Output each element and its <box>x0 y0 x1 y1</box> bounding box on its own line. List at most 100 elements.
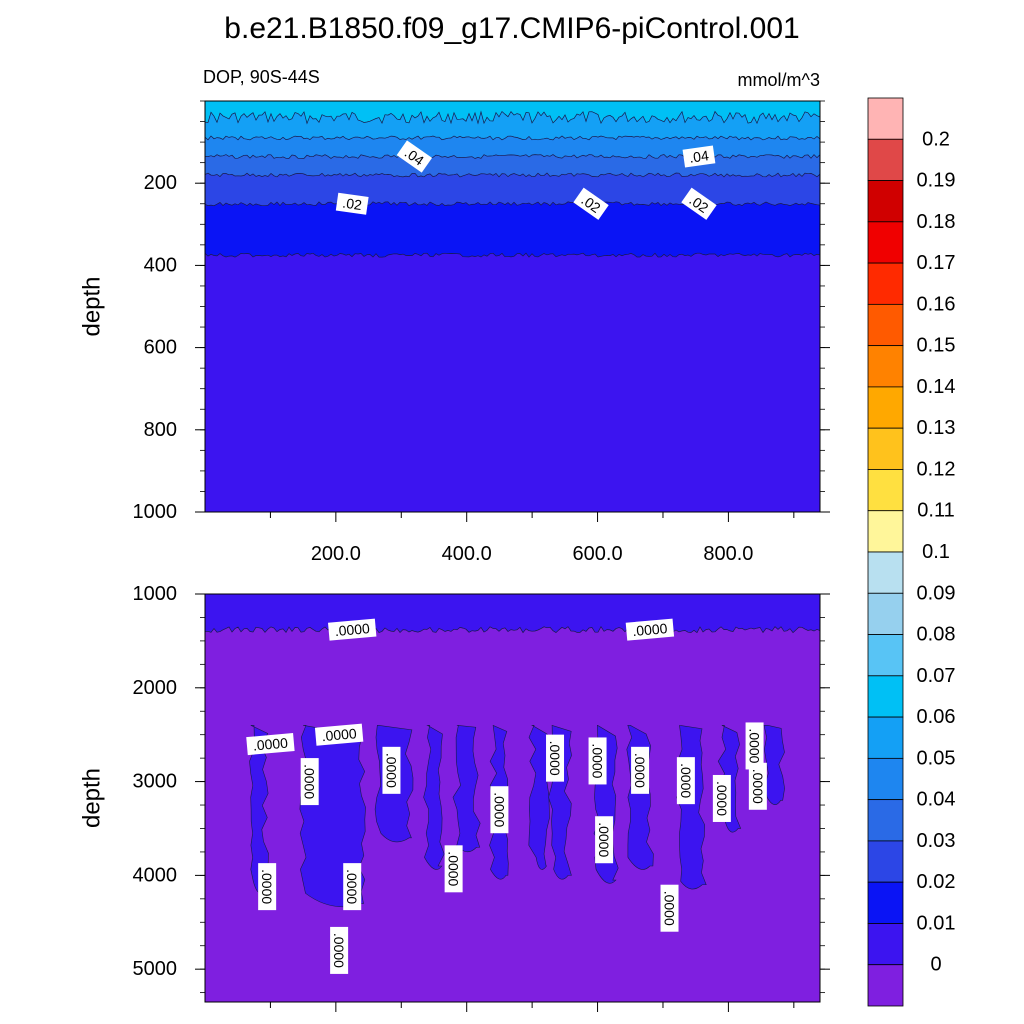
colorbar-swatch <box>867 510 904 553</box>
colorbar-swatch <box>867 345 904 388</box>
colorbar-swatch <box>867 180 904 223</box>
contour-label-text: .02 <box>341 194 363 213</box>
contour-label-text: .0000 <box>596 822 612 857</box>
colorbar-label: 0.09 <box>917 582 956 604</box>
y-tick-label: 200 <box>144 172 177 194</box>
colorbar-label: 0.1 <box>922 541 950 563</box>
colorbar-swatch <box>867 469 904 512</box>
contour-label-text: .0000 <box>632 620 669 639</box>
contour-label: .0000 <box>546 734 565 782</box>
contour-label: .0000 <box>343 863 362 911</box>
lower-plot-area: .0000 .0000 .0000 .0000 .0000 .0000 .0000 .0000… <box>205 594 820 1002</box>
contour-label: .0000 <box>246 733 295 756</box>
contour-label-text: .0000 <box>590 743 606 778</box>
contour-label: .0000 <box>330 926 349 974</box>
colorbar-swatch <box>867 386 904 429</box>
colorbar-label: 0.15 <box>917 335 956 357</box>
colorbar-label: 0 <box>930 954 941 976</box>
y-tick-label: 4000 <box>133 864 178 886</box>
contour-label: .04 <box>682 145 716 168</box>
contour-label-text: .04 <box>688 147 710 166</box>
column-6 <box>528 725 550 870</box>
contour-label: .0000 <box>676 757 695 805</box>
contour-label-text: .0000 <box>259 869 275 904</box>
contour-label: .0000 <box>595 816 614 864</box>
colorbar-swatch <box>867 592 904 635</box>
colorbar-label: 0.13 <box>917 417 956 439</box>
contour-label: .0000 <box>748 762 767 810</box>
colorbar-label: 0.12 <box>917 458 956 480</box>
contour-label: .0000 <box>258 863 277 911</box>
contour-label-text: .0000 <box>747 728 763 763</box>
contour-label: .0000 <box>625 618 675 641</box>
contour-label-text: .0000 <box>344 869 360 904</box>
y-axis-label: depth <box>79 276 106 336</box>
contour-label-text: .0000 <box>714 781 730 816</box>
column-4 <box>452 725 481 853</box>
colorbar-swatch <box>867 97 904 140</box>
contour-label: .0000 <box>660 884 679 932</box>
colorbar-label: 0.03 <box>917 830 956 852</box>
contour-label: .0000 <box>712 774 731 822</box>
contour-label-text: .0000 <box>331 933 347 968</box>
contour-label: .02 <box>335 192 369 215</box>
colorbar-swatch <box>867 675 904 718</box>
y-tick-label: 800 <box>144 419 177 441</box>
colorbar-label: 0.04 <box>917 789 956 811</box>
contour-label-text: .0000 <box>750 769 766 804</box>
contour-label-text: .0000 <box>302 764 318 799</box>
y-tick-label: 5000 <box>133 958 178 980</box>
y-tick-label: 2000 <box>133 677 178 699</box>
upper-plot-area: .04.04.02.02.02 <box>205 101 820 512</box>
colorbar-swatch <box>867 138 904 181</box>
colorbar-label: 0.08 <box>917 624 956 646</box>
contour-label: .0000 <box>314 723 364 746</box>
contour-label-text: .0000 <box>321 725 358 744</box>
y-tick-label: 1000 <box>133 583 178 605</box>
colorbar-label: 0.06 <box>917 706 956 728</box>
contour-label: .0000 <box>300 758 319 806</box>
colorbar-swatch <box>867 799 904 842</box>
subtitle-left: DOP, 90S-44S <box>203 67 320 87</box>
lower-frame <box>204 593 821 1003</box>
colorbar-label: 0.02 <box>917 871 956 893</box>
contour-label: .0000 <box>745 722 764 770</box>
colorbar-label: 0.07 <box>917 665 956 687</box>
colorbar-swatch <box>867 427 904 470</box>
colorbar-swatch <box>867 262 904 305</box>
lower-panel: .0000 .0000 .0000 .0000 .0000 .0000 .0000 .0000… <box>79 583 830 1012</box>
contour-label: .0000 <box>328 618 377 641</box>
colorbar-swatch <box>867 923 904 966</box>
colorbar-swatch <box>867 840 904 883</box>
contour-label-text: .0000 <box>334 620 371 639</box>
colorbar: 0.2 0.19 0.18 0.17 0.16 0.15 0.14 0.13 0.12 0.11 0… <box>867 97 956 1007</box>
column-7 <box>548 725 572 880</box>
colorbar-label: 0.14 <box>917 376 956 398</box>
y-tick-label: 3000 <box>133 771 178 793</box>
colorbar-label: 0.18 <box>917 211 956 233</box>
colorbar-label: 0.11 <box>917 500 954 522</box>
contour-label: .0000 <box>631 746 650 794</box>
contour-label-text: .0000 <box>662 891 678 926</box>
contour-label: .0000 <box>588 737 607 785</box>
contour-label-text: .0000 <box>252 735 289 754</box>
x-tick-label: 200.0 <box>311 543 361 565</box>
colorbar-swatch <box>867 303 904 347</box>
y-tick-label: 1000 <box>133 501 178 523</box>
colorbar-swatch <box>867 551 904 594</box>
contour-label-text: .0000 <box>491 792 507 827</box>
colorbar-swatch <box>867 964 904 1007</box>
contour-label: .0000 <box>490 786 509 834</box>
chart-title: b.e21.B1850.f09_g17.CMIP6-piControl.001 <box>224 12 799 45</box>
contour-label-text: .0000 <box>383 753 399 788</box>
y-axis-label: depth <box>79 768 106 828</box>
colorbar-swatch <box>867 634 904 677</box>
colorbar-label: 0.2 <box>922 128 950 150</box>
column-3 <box>423 725 445 870</box>
x-tick-label: 800.0 <box>703 543 753 565</box>
contour-label-text: .0000 <box>547 741 563 776</box>
colorbar-swatch <box>867 757 904 801</box>
colorbar-label: 0.05 <box>917 747 956 769</box>
contour-label-text: .0000 <box>446 851 462 886</box>
